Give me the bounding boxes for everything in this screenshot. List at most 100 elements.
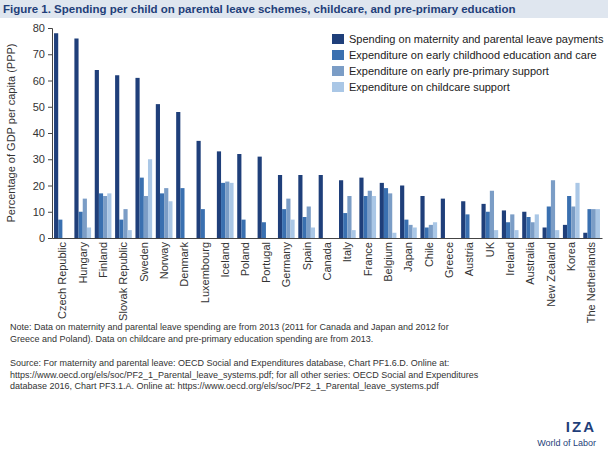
legend-label: Expenditure on early pre-primary support bbox=[349, 65, 549, 77]
bar bbox=[420, 196, 424, 238]
bar bbox=[311, 228, 315, 239]
x-tick-label: The Netherlands bbox=[585, 242, 597, 324]
bar bbox=[441, 199, 445, 238]
x-tick: Finland bbox=[97, 238, 109, 278]
x-tick-label: Belgium bbox=[382, 242, 394, 282]
bar bbox=[555, 230, 559, 238]
bar bbox=[168, 201, 172, 238]
bar bbox=[571, 207, 575, 239]
bar bbox=[221, 183, 225, 238]
y-tick: 50 bbox=[33, 101, 52, 113]
y-tick-label: 60 bbox=[33, 75, 45, 87]
bar bbox=[388, 193, 392, 238]
legend: Spending on maternity and parental leave… bbox=[332, 33, 604, 93]
y-tick-label: 30 bbox=[33, 153, 45, 165]
bar bbox=[494, 230, 498, 238]
x-tick: Italy bbox=[341, 238, 353, 262]
bar bbox=[433, 222, 437, 238]
bar bbox=[404, 220, 408, 238]
bar bbox=[384, 188, 388, 238]
bar bbox=[352, 230, 356, 238]
bar bbox=[392, 233, 396, 238]
bar bbox=[217, 151, 221, 238]
bar bbox=[79, 212, 83, 238]
bar bbox=[592, 209, 596, 238]
legend-label: Expenditure on early childhood education… bbox=[349, 49, 597, 61]
bar bbox=[307, 207, 311, 239]
bar bbox=[119, 220, 123, 238]
x-tick-label: Austria bbox=[463, 241, 475, 276]
bar bbox=[298, 175, 302, 238]
bars bbox=[54, 33, 600, 238]
x-tick-label: Denmark bbox=[178, 242, 190, 287]
y-tick-mark bbox=[48, 54, 52, 55]
legend-item: Expenditure on early childhood education… bbox=[332, 49, 597, 61]
x-tick: Australia bbox=[524, 238, 536, 285]
bar bbox=[237, 154, 241, 238]
x-tick-label: Canada bbox=[321, 241, 333, 280]
x-tick: Ireland bbox=[504, 238, 516, 276]
series bbox=[58, 178, 591, 238]
bar bbox=[197, 141, 201, 238]
series bbox=[54, 33, 587, 238]
x-axis: Czech RepublicHungaryFinlandSlovak Repub… bbox=[53, 238, 603, 323]
y-tick-label: 40 bbox=[33, 127, 45, 139]
bar bbox=[547, 207, 551, 239]
x-tick-label: Czech Republic bbox=[56, 242, 68, 320]
bar bbox=[229, 183, 233, 238]
bar bbox=[465, 214, 469, 238]
y-tick-label: 80 bbox=[33, 22, 45, 34]
y-tick-mark bbox=[48, 212, 52, 213]
y-axis-line bbox=[48, 29, 53, 239]
x-tick: UK bbox=[484, 238, 496, 257]
x-tick: Japan bbox=[402, 238, 414, 272]
bar bbox=[526, 217, 530, 238]
bar bbox=[148, 159, 152, 238]
y-tick: 40 bbox=[33, 127, 52, 139]
y-tick-label: 0 bbox=[39, 232, 45, 244]
y-tick: 80 bbox=[33, 22, 52, 34]
bar bbox=[58, 220, 62, 238]
bar bbox=[339, 180, 343, 238]
bar bbox=[107, 193, 111, 238]
x-tick-label: Norway bbox=[158, 242, 170, 280]
x-tick-label: Sweden bbox=[138, 242, 150, 282]
bar bbox=[587, 209, 591, 238]
bar bbox=[380, 183, 384, 238]
legend-label: Expenditure on childcare support bbox=[349, 81, 510, 93]
bar bbox=[502, 210, 506, 238]
bar bbox=[164, 188, 168, 238]
bar bbox=[490, 191, 494, 238]
x-tick-label: Korea bbox=[565, 241, 577, 271]
y-tick-label: 20 bbox=[33, 180, 45, 192]
y-tick-mark bbox=[48, 107, 52, 108]
bar bbox=[282, 209, 286, 238]
bar bbox=[563, 225, 567, 238]
bar bbox=[87, 228, 91, 239]
x-tick: Canada bbox=[321, 238, 333, 281]
y-tick: 20 bbox=[33, 180, 52, 192]
title-band bbox=[0, 0, 608, 18]
x-tick-label: Finland bbox=[97, 242, 109, 278]
bar bbox=[95, 70, 99, 238]
title: Figure 1. Spending per child on parental… bbox=[3, 3, 516, 15]
bar bbox=[319, 175, 323, 238]
bar bbox=[74, 39, 78, 239]
x-tick-label: Portugal bbox=[260, 242, 272, 283]
bar bbox=[400, 186, 404, 239]
logo: IZA bbox=[566, 418, 596, 435]
bar bbox=[551, 180, 555, 238]
bar bbox=[429, 225, 433, 238]
bar bbox=[425, 228, 429, 239]
legend-item: Spending on maternity and parental leave… bbox=[332, 33, 604, 45]
x-tick-label: Poland bbox=[239, 242, 251, 276]
y-axis-title: Percentage of GDP per capita (PPP) bbox=[5, 44, 17, 223]
bar bbox=[54, 33, 58, 238]
bar bbox=[506, 222, 510, 238]
bar bbox=[83, 199, 87, 238]
bar bbox=[115, 75, 119, 238]
bar bbox=[461, 201, 465, 238]
x-tick: Germany bbox=[280, 238, 292, 287]
x-tick: Sweden bbox=[138, 238, 150, 282]
x-tick: Poland bbox=[239, 238, 251, 276]
